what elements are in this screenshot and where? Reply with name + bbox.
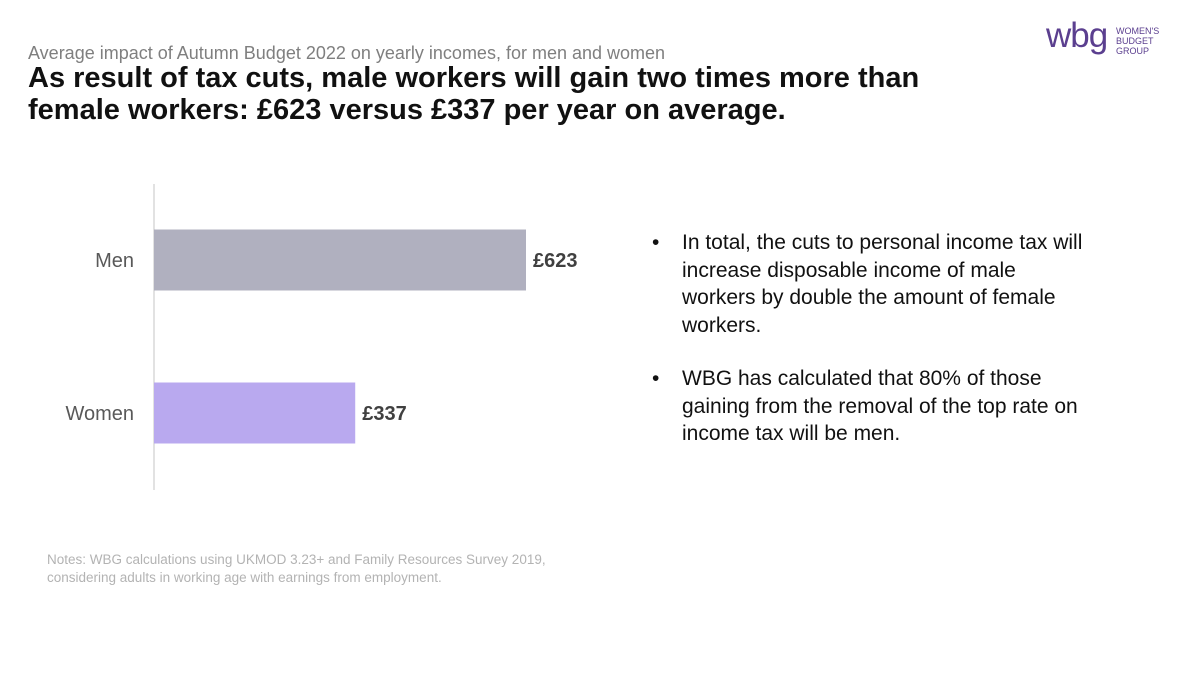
- logo-line: WOMEN'S: [1116, 26, 1160, 36]
- bullet-text: WBG has calculated that 80% of those gai…: [682, 367, 1078, 445]
- data-label: £623: [533, 250, 578, 272]
- page-title: As result of tax cuts, male workers will…: [28, 62, 920, 126]
- bullet-item: • WBG has calculated that 80% of those g…: [652, 365, 1092, 448]
- bullet-text: In total, the cuts to personal income ta…: [682, 231, 1083, 337]
- bullet-marker: •: [652, 231, 660, 254]
- logo-line: GROUP: [1116, 46, 1150, 56]
- logo-text: WOMEN'S BUDGET GROUP: [1116, 26, 1159, 56]
- chart-subtitle: Average impact of Autumn Budget 2022 on …: [28, 43, 666, 63]
- bullet-item: • In total, the cuts to personal income …: [652, 229, 1092, 339]
- chart-notes: Notes: WBG calculations using UKMOD 3.23…: [47, 552, 546, 585]
- bar: [154, 382, 356, 444]
- category-label: Women: [65, 403, 134, 425]
- bar-chart: Men £623 Women £337: [65, 184, 578, 490]
- bar: [154, 229, 526, 291]
- logo-mark: wbg: [1046, 16, 1108, 55]
- category-label: Men: [95, 250, 134, 272]
- key-points-list: • In total, the cuts to personal income …: [652, 229, 1092, 474]
- logo-line: BUDGET: [1116, 36, 1154, 46]
- bullet-marker: •: [652, 367, 660, 390]
- wbg-logo: wbg WOMEN'S BUDGET GROUP: [1046, 16, 1178, 60]
- data-label: £337: [362, 403, 407, 425]
